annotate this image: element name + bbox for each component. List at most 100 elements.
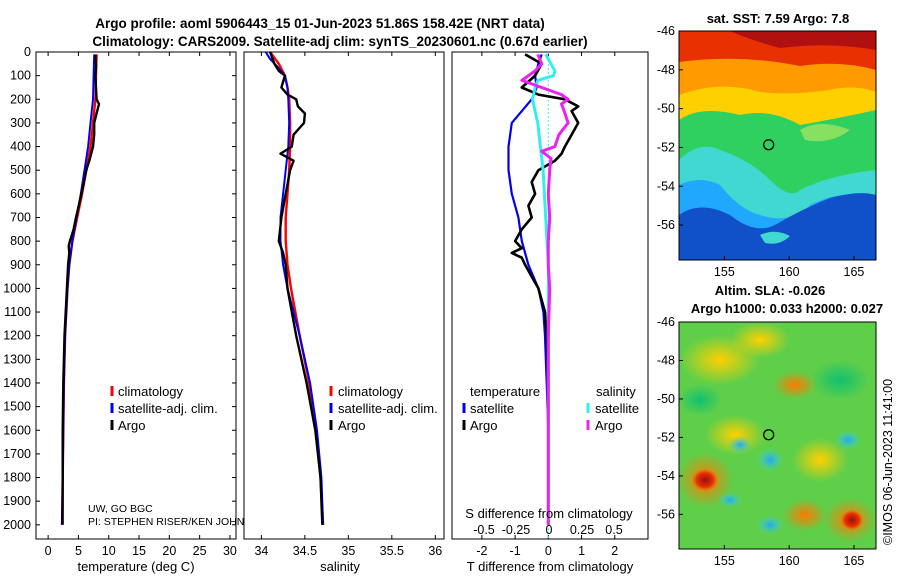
salinity-legend-argo: Argo — [338, 418, 365, 433]
s-diff-tick-label: -0.25 — [502, 523, 531, 537]
depth-tick-label: 0 — [24, 45, 31, 59]
salinity-legend: climatology satellite-adj. clim. Argo — [329, 384, 438, 433]
sst-map-panel: sat. SST: 7.59 Argo: 7.8 155 160 165 -46 -48… — [657, 11, 877, 279]
depth-tick-label: 500 — [10, 163, 31, 177]
imos-watermark: ©IMOS 06-Jun-2023 11:41:00 — [881, 379, 895, 545]
map-lon-label: 160 — [779, 554, 800, 568]
sst-float-marker — [763, 139, 775, 151]
difference-panel: -2 -1 0 1 2 T difference from climatology S … — [451, 51, 649, 574]
map-lon-label: 160 — [779, 265, 800, 279]
depth-tick-label: 1100 — [4, 305, 31, 319]
figure-title-line2: Climatology: CARS2009. Satellite-adj cli… — [92, 34, 587, 49]
x-tick-label: 15 — [132, 544, 146, 558]
temperature-xlabel: temperature (deg C) — [77, 559, 194, 574]
figure-title-line1: Argo profile: aoml 5906443_15 01-Jun-202… — [95, 16, 544, 31]
s-diff-tick-label: -0.5 — [473, 523, 495, 537]
x-tick-label: 0 — [545, 544, 552, 558]
depth-tick-label: 1200 — [3, 329, 31, 343]
depth-tick-label: 1900 — [3, 494, 31, 508]
temperature-panel: 0100200300400500600700800900100011001200… — [3, 45, 648, 574]
sla-map-subtitle: Argo h1000: 0.033 h2000: 0.027 — [691, 301, 883, 316]
salinity-xlabel: salinity — [320, 559, 360, 574]
depth-tick-label: 1500 — [3, 400, 31, 414]
depth-tick-label: 1700 — [3, 447, 31, 461]
depth-tick-label: 1600 — [3, 423, 31, 437]
salinity-legend-satellite: satellite-adj. clim. — [338, 401, 438, 416]
temperature-legend-satellite: satellite-adj. clim. — [118, 401, 218, 416]
map-lat-label: -50 — [657, 102, 675, 116]
salinity-line-argo — [268, 52, 324, 525]
salinity-legend-climatology: climatology — [338, 384, 404, 399]
sla-map-frame — [678, 321, 877, 550]
sla-map-panel: Altim. SLA: -0.026 Argo h1000: 0.033 h20… — [657, 283, 883, 568]
map-lon-label: 165 — [844, 265, 865, 279]
depth-tick-label: 1300 — [3, 352, 31, 366]
depth-tick-label: 1800 — [3, 471, 31, 485]
depth-tick-label: 700 — [10, 210, 31, 224]
s-diff-tick-label: 0 — [546, 523, 553, 537]
x-tick-label: 35 — [341, 544, 355, 558]
depth-tick-label: 800 — [10, 234, 31, 248]
depth-tick-label: 900 — [10, 258, 31, 272]
depth-tick-label: 400 — [10, 140, 31, 154]
s-diff-tick-label: 0.25 — [570, 523, 594, 537]
depth-tick-label: 2000 — [3, 518, 31, 532]
difference-line-s-argo — [520, 53, 570, 525]
x-tick-label: 30 — [223, 544, 237, 558]
difference-legend-salinity-header: salinity — [596, 384, 636, 399]
map-lon-label: 155 — [714, 554, 735, 568]
difference-legend: temperature salinity satellite Argo sate… — [462, 384, 639, 433]
x-tick-label: 35.5 — [380, 544, 404, 558]
x-tick-label: 1 — [578, 544, 585, 558]
temperature-legend-argo: Argo — [118, 418, 145, 433]
depth-tick-label: 300 — [10, 116, 31, 130]
sla-field — [679, 322, 876, 549]
map-lat-label: -50 — [657, 392, 675, 406]
x-tick-label: 5 — [75, 544, 82, 558]
depth-tick-label: 200 — [10, 92, 31, 106]
sla-map-title: Altim. SLA: -0.026 — [715, 283, 826, 298]
difference-legend-s-argo: Argo — [595, 418, 622, 433]
depth-tick-label: 1000 — [3, 281, 31, 295]
difference-xlabel-top: S difference from climatology — [465, 506, 633, 521]
map-lat-label: -48 — [657, 63, 675, 77]
difference-legend-t-argo: Argo — [470, 418, 497, 433]
depth-tick-label: 100 — [10, 69, 31, 83]
difference-xlabel: T difference from climatology — [467, 559, 634, 574]
map-lat-label: -56 — [657, 218, 675, 232]
temperature-axes-box — [35, 51, 237, 540]
s-diff-tick-label: 0.5 — [605, 523, 622, 537]
map-lon-label: 165 — [844, 554, 865, 568]
sst-map-title: sat. SST: 7.59 Argo: 7.8 — [707, 11, 850, 26]
map-lat-label: -46 — [657, 24, 675, 38]
map-lat-label: -48 — [657, 353, 675, 367]
x-tick-label: -1 — [510, 544, 521, 558]
x-tick-label: 36 — [428, 544, 442, 558]
temperature-line-argo — [60, 54, 101, 525]
map-lat-label: -54 — [657, 469, 675, 483]
depth-tick-label: 600 — [10, 187, 31, 201]
temperature-legend: climatology satellite-adj. clim. Argo — [110, 384, 218, 433]
temperature-legend-climatology: climatology — [118, 384, 184, 399]
sla-float-marker — [763, 429, 775, 441]
sst-map-frame — [678, 30, 877, 261]
map-lat-label: -54 — [657, 179, 675, 193]
x-tick-label: 0 — [45, 544, 52, 558]
depth-tick-label: 1400 — [3, 376, 31, 390]
float-operator-annotation: UW, GO BGC — [88, 503, 153, 515]
map-lon-label: 155 — [714, 265, 735, 279]
map-lat-label: -52 — [657, 140, 675, 154]
x-tick-label: 20 — [162, 544, 176, 558]
map-lat-label: -46 — [657, 315, 675, 329]
x-tick-label: 34 — [254, 544, 268, 558]
difference-legend-t-satellite: satellite — [470, 401, 514, 416]
difference-legend-s-satellite: satellite — [595, 401, 639, 416]
difference-legend-temperature-header: temperature — [470, 384, 540, 399]
x-tick-label: -2 — [476, 544, 487, 558]
x-tick-label: 2 — [611, 544, 618, 558]
sst-field — [679, 31, 876, 260]
salinity-axes-box — [243, 51, 445, 540]
x-tick-label: 34.5 — [293, 544, 317, 558]
x-tick-label: 10 — [102, 544, 116, 558]
salinity-panel: 34 34.5 35 35.5 36 salinity climatology sate… — [243, 51, 445, 574]
